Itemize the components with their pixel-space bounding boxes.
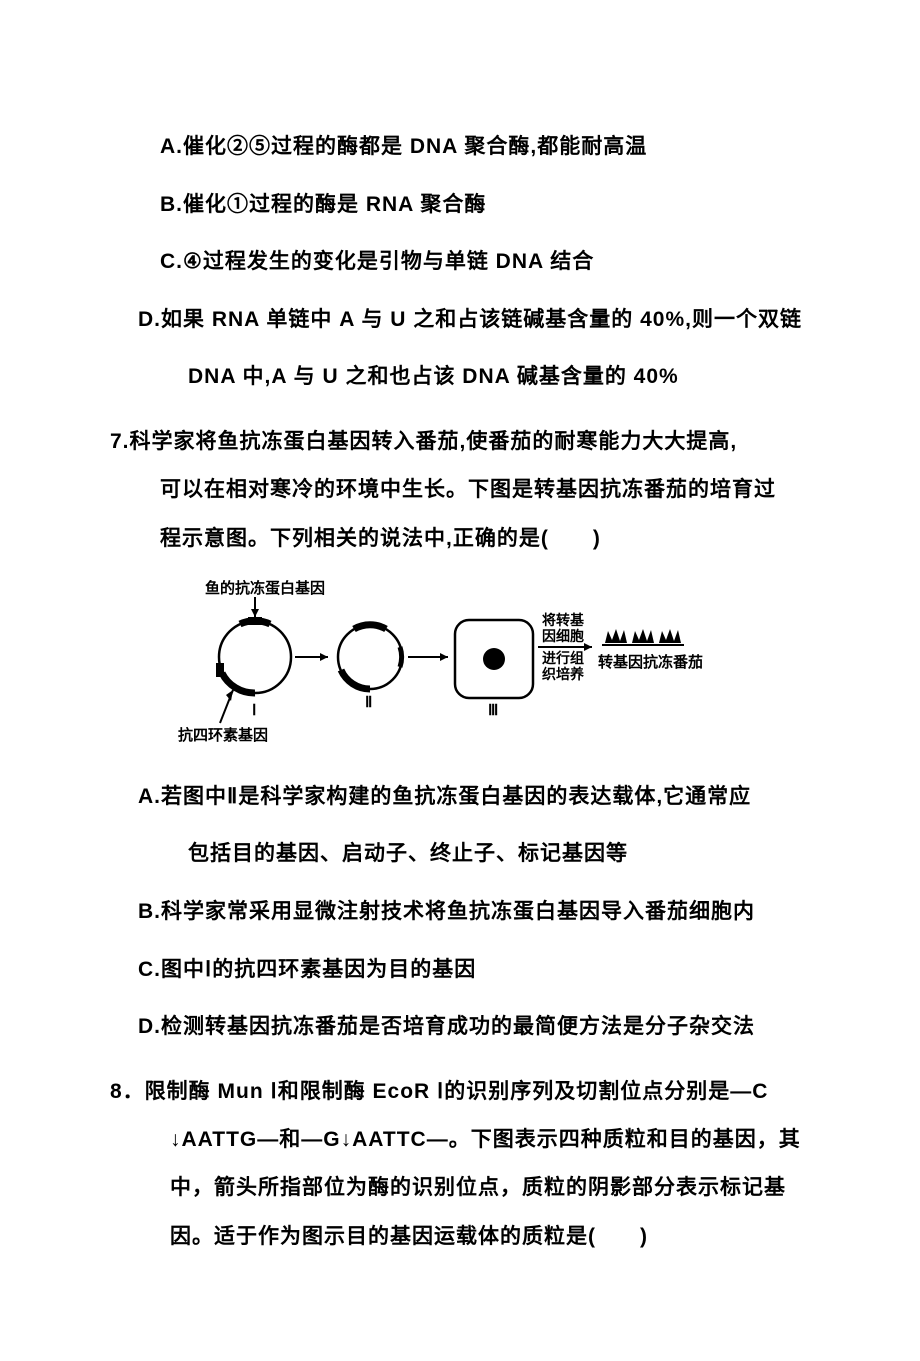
diagram-side-l3: 进行组 — [542, 650, 584, 666]
diagram-roman-3: Ⅲ — [488, 702, 498, 719]
q7-stem-l3: 程示意图。下列相关的说法中,正确的是( ) — [110, 527, 601, 550]
q8-stem-l1: 8．限制酶 Mun Ⅰ和限制酶 EcoR Ⅰ的识别序列及切割位点分别是—C — [110, 1080, 768, 1103]
q7-stem-l1: 7.科学家将鱼抗冻蛋白基因转入番茄,使番茄的耐寒能力大大提高, — [110, 430, 737, 453]
diagram-roman-2: Ⅱ — [365, 694, 372, 711]
diagram-result: 转基因抗冻番茄 — [598, 653, 703, 671]
q6-option-d-line1: D.如果 RNA 单链中 A 与 U 之和占该链碱基含量的 40%,则一个双链 — [110, 303, 810, 337]
q8-stem-l2: ↓AATTG—和—G↓AATTC—。下图表示四种质粒和目的基因，其 — [110, 1128, 801, 1151]
q6-option-a: A.催化②⑤过程的酶都是 DNA 聚合酶,都能耐高温 — [110, 130, 810, 164]
q8-stem-l4: 因。适于作为图示目的基因运载体的质粒是( ) — [110, 1225, 648, 1248]
q7-option-b: B.科学家常采用显微注射技术将鱼抗冻蛋白基因导入番茄细胞内 — [110, 895, 810, 929]
q7-option-a-line1: A.若图中Ⅱ是科学家构建的鱼抗冻蛋白基因的表达载体,它通常应 — [110, 780, 810, 814]
diagram-roman-1: Ⅰ — [252, 702, 256, 719]
q7-option-d: D.检测转基因抗冻番茄是否培育成功的最简便方法是分子杂交法 — [110, 1010, 810, 1044]
q8-stem-l3: 中，箭头所指部位为酶的识别位点，质粒的阴影部分表示标记基 — [110, 1176, 786, 1199]
q6-option-c: C.④过程发生的变化是引物与单链 DNA 结合 — [110, 245, 810, 279]
diagram-label-bottom: 抗四环素基因 — [178, 726, 268, 744]
q6-option-b: B.催化①过程的酶是 RNA 聚合酶 — [110, 188, 810, 222]
q7-option-c: C.图中Ⅰ的抗四环素基因为目的基因 — [110, 953, 810, 987]
diagram-label-top: 鱼的抗冻蛋白基因 — [205, 579, 325, 597]
q6-option-d-line2: DNA 中,A 与 U 之和也占该 DNA 碱基含量的 40% — [110, 360, 810, 394]
tomato-plants-icon — [602, 629, 684, 645]
q7-option-a-line2: 包括目的基因、启动子、终止子、标记基因等 — [110, 837, 810, 871]
q7-diagram: 鱼的抗冻蛋白基因 Ⅰ 抗四环素基因 Ⅱ Ⅲ 将转基 因细胞 进行组 织培养 — [160, 575, 810, 760]
diagram-side-l1: 将转基 — [542, 612, 585, 628]
q7-stem-l2: 可以在相对寒冷的环境中生长。下图是转基因抗冻番茄的培育过 — [110, 478, 776, 501]
diagram-side-l2: 因细胞 — [542, 628, 584, 644]
q7-stem: 7.科学家将鱼抗冻蛋白基因转入番茄,使番茄的耐寒能力大大提高, 可以在相对寒冷的… — [110, 418, 810, 563]
q8-stem: 8．限制酶 Mun Ⅰ和限制酶 EcoR Ⅰ的识别序列及切割位点分别是—C ↓A… — [110, 1068, 810, 1261]
diagram-side-l4: 织培养 — [542, 666, 585, 682]
